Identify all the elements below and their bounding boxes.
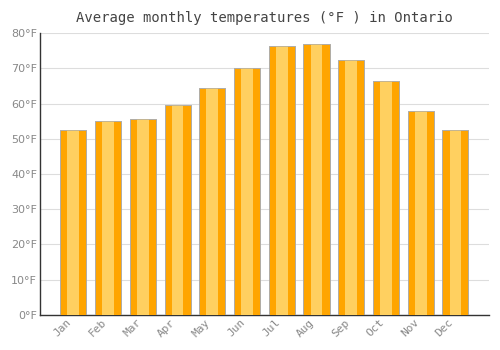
Bar (450, 130, 462, 315)
Bar (102, 121, 114, 315)
Bar (95, 121, 121, 315)
Bar (304, 44, 330, 315)
Bar (60, 130, 86, 315)
Bar (442, 130, 468, 315)
Bar (200, 88, 226, 315)
Bar (137, 119, 148, 315)
Bar (234, 68, 260, 315)
Bar (60, 130, 86, 315)
Bar (276, 46, 287, 315)
Bar (338, 60, 364, 315)
Bar (164, 105, 190, 315)
Bar (268, 46, 295, 315)
Bar (130, 119, 156, 315)
Bar (408, 111, 434, 315)
Bar (346, 60, 357, 315)
Bar (206, 88, 218, 315)
Bar (268, 46, 295, 315)
Bar (338, 60, 364, 315)
Bar (164, 105, 190, 315)
Bar (130, 119, 156, 315)
Bar (234, 68, 260, 315)
Bar (200, 88, 226, 315)
Bar (408, 111, 434, 315)
Title: Average monthly temperatures (°F ) in Ontario: Average monthly temperatures (°F ) in On… (76, 11, 453, 25)
Bar (442, 130, 468, 315)
Bar (310, 44, 322, 315)
Bar (380, 81, 392, 315)
Bar (95, 121, 121, 315)
Bar (415, 111, 426, 315)
Bar (172, 105, 183, 315)
Bar (68, 130, 79, 315)
Bar (241, 68, 253, 315)
Bar (373, 81, 399, 315)
Bar (373, 81, 399, 315)
Bar (304, 44, 330, 315)
